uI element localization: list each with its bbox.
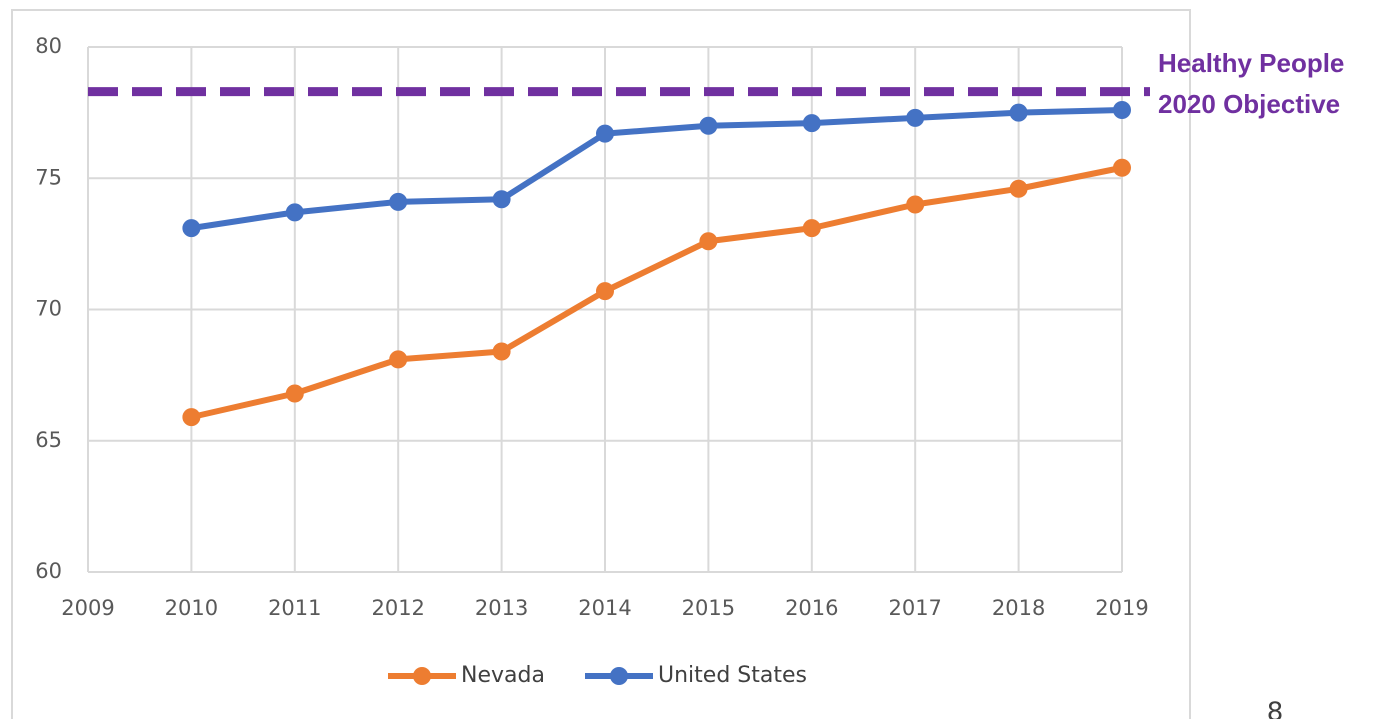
data-point (906, 108, 925, 127)
page-number: 8 (1267, 698, 1284, 720)
y-tick-label: 60 (35, 559, 62, 583)
legend-label: Nevada (461, 663, 545, 688)
x-tick-label: 2016 (785, 596, 838, 620)
y-tick-label: 75 (35, 165, 62, 189)
x-tick-label: 2015 (682, 596, 735, 620)
series-line (190, 164, 1123, 421)
data-point (492, 342, 511, 361)
x-tick-label: 2009 (61, 596, 114, 620)
data-point (802, 114, 821, 133)
legend-label: United States (658, 663, 807, 688)
x-tick-label: 2012 (371, 596, 424, 620)
data-point (906, 195, 925, 214)
data-point (285, 384, 304, 403)
data-point (1113, 101, 1131, 119)
x-tick-label: 2017 (888, 596, 941, 620)
x-tick-label: 2018 (992, 596, 1045, 620)
data-point (596, 124, 614, 143)
data-point (802, 219, 821, 238)
y-tick-label: 65 (35, 428, 62, 452)
x-tick-label: 2013 (475, 596, 528, 620)
chart-frame (11, 9, 1191, 723)
data-point (699, 116, 718, 135)
data-point (182, 219, 201, 238)
x-tick-label: 2010 (165, 596, 218, 620)
data-point (285, 203, 304, 222)
data-point (699, 232, 718, 251)
annotation-text: Healthy People (1158, 48, 1344, 78)
legend-marker (610, 667, 628, 685)
y-tick-label: 70 (35, 297, 62, 321)
legend-marker (413, 667, 431, 685)
series-line (190, 107, 1123, 232)
data-point (1113, 158, 1131, 177)
data-point (1009, 103, 1028, 122)
data-point (389, 192, 408, 211)
data-point (1009, 179, 1028, 198)
data-point (182, 408, 201, 427)
y-tick-label: 80 (35, 34, 62, 58)
x-tick-label: 2014 (578, 596, 631, 620)
annotation-text: 2020 Objective (1158, 89, 1340, 119)
data-point (596, 282, 614, 301)
x-tick-label: 2011 (268, 596, 321, 620)
data-point (492, 190, 511, 209)
x-tick-label: 2019 (1095, 596, 1148, 620)
data-point (389, 350, 408, 369)
